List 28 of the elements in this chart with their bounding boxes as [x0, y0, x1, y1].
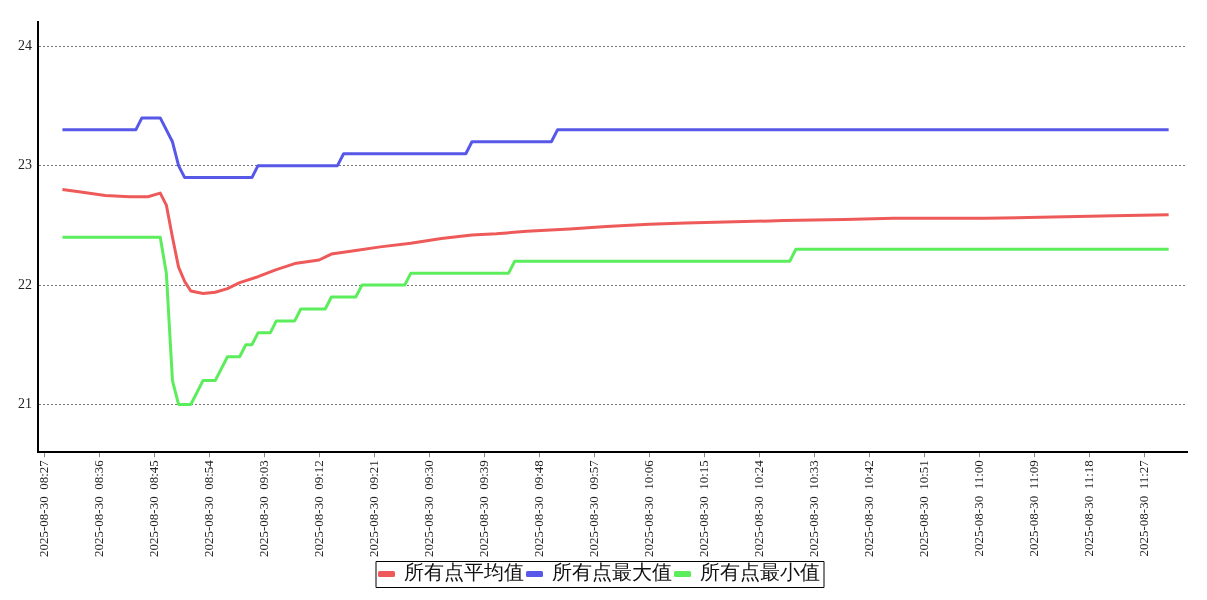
x-tick-label: 2025-08-30 11:00 — [970, 460, 986, 557]
x-tick-label: 2025-08-30 08:45 — [145, 460, 161, 558]
y-tick-label: 22 — [18, 276, 32, 292]
x-tick-label: 2025-08-30 10:15 — [695, 460, 711, 558]
x-tick-label: 2025-08-30 10:42 — [860, 460, 876, 558]
x-tick-label: 2025-08-30 09:30 — [420, 460, 436, 558]
x-tick-label: 2025-08-30 09:39 — [475, 460, 491, 558]
x-tick-label: 2025-08-30 10:51 — [915, 460, 931, 558]
x-tick-label: 2025-08-30 10:06 — [640, 459, 656, 558]
y-tick-label: 24 — [18, 37, 32, 53]
x-tick-label: 2025-08-30 09:21 — [365, 460, 381, 558]
x-tick-label: 2025-08-30 09:48 — [530, 460, 546, 558]
y-tick-label: 21 — [18, 396, 32, 412]
x-tick-label: 2025-08-30 09:57 — [585, 459, 601, 558]
legend-label: 所有点最小值 — [699, 561, 820, 584]
x-tick-label: 2025-08-30 11:09 — [1025, 460, 1041, 557]
x-tick-label: 2025-08-30 08:27 — [35, 459, 51, 558]
x-tick-label: 2025-08-30 08:36 — [90, 459, 106, 558]
x-tick-label: 2025-08-30 10:24 — [750, 459, 766, 558]
x-tick-label: 2025-08-30 11:18 — [1080, 460, 1096, 557]
legend-label: 所有点最大值 — [551, 561, 672, 584]
x-tick-label: 2025-08-30 11:27 — [1135, 459, 1151, 557]
y-tick-label: 23 — [18, 157, 32, 173]
x-tick-label: 2025-08-30 10:33 — [805, 460, 821, 558]
x-tick-label: 2025-08-30 09:12 — [310, 460, 326, 558]
legend-label: 所有点平均值 — [403, 561, 524, 584]
x-tick-label: 2025-08-30 09:03 — [255, 460, 271, 558]
x-tick-label: 2025-08-30 08:54 — [200, 459, 216, 558]
